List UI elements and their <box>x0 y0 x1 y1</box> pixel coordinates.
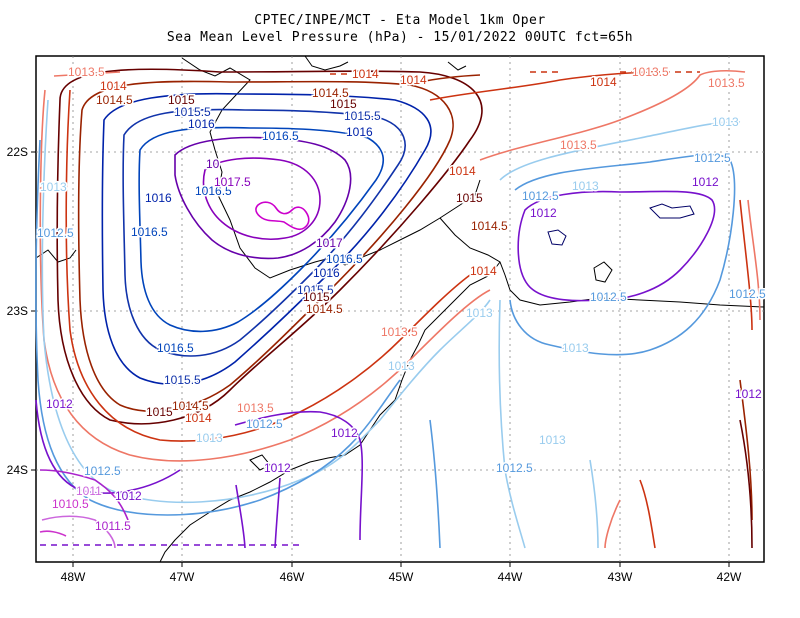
isobar-label: 1012 <box>331 426 358 440</box>
y-tick-label: 23S <box>7 304 28 318</box>
isobar-label: 1011 <box>76 484 102 498</box>
isobar-label: 10 <box>206 157 220 171</box>
isobar-label: 1012.5 <box>496 461 533 475</box>
graticule <box>36 56 764 562</box>
isobar-label: 1012 <box>264 461 291 475</box>
isobar-label: 1010.5 <box>52 497 89 511</box>
y-tick-label: 24S <box>7 463 28 477</box>
isobar-label: 1014.5 <box>306 302 343 316</box>
isobar-label: 1011.5 <box>95 519 131 533</box>
isobar-label: 1015 <box>168 93 195 107</box>
isobar-label: 1014 <box>590 75 617 89</box>
isobar-label: 1012 <box>46 397 73 411</box>
isobar-label: 1014.5 <box>172 399 209 413</box>
isobar-label: 1012.5 <box>694 151 731 165</box>
isobar-label: 1014 <box>0 0 27 3</box>
x-tick-label: 48W <box>61 570 86 584</box>
isobar-label: 1014 <box>400 73 427 87</box>
isobar-label: 1013.5 <box>632 65 669 79</box>
axis-tick-labels: 48W 47W 46W 45W 44W 43W 42W 22S 23S 24S <box>7 145 742 584</box>
isobar-label: 1013 <box>388 359 415 373</box>
isobar-label: 1014 <box>470 264 497 278</box>
isobar-label: 1013 <box>539 433 566 447</box>
isobar-label: 1012.5 <box>84 464 121 478</box>
isobar-label: 1014.5 <box>471 219 508 233</box>
isobar-label: 1016.5 <box>195 184 232 198</box>
isobar-label: 1014.5 <box>96 93 133 107</box>
isobar-label: 1013 <box>562 341 589 355</box>
isobar-label: 1016.5 <box>326 252 363 266</box>
isobar-label: 1012.5 <box>590 290 627 304</box>
isobar-label: 1012 <box>692 175 719 189</box>
isobar-label: 1015 <box>456 191 483 205</box>
isobar-label: 1017 <box>316 236 343 250</box>
isobar-label: 1013.5 <box>708 76 745 90</box>
isobar-label: 1015 <box>303 290 330 304</box>
x-tick-label: 44W <box>498 570 523 584</box>
isobar-label: 1013 <box>712 115 739 129</box>
isobar-label: 1013.5 <box>560 138 597 152</box>
isobar-label: 1012 <box>735 387 762 401</box>
isobars <box>35 68 761 549</box>
x-tick-label: 46W <box>280 570 305 584</box>
isobar-label: 1014 <box>100 79 127 93</box>
isobar-label: 1012 <box>0 0 27 3</box>
x-tick-label: 43W <box>608 570 633 584</box>
map-subtitle: Sea Mean Level Pressure (hPa) - 15/01/20… <box>166 30 634 45</box>
isobar-label: 1014 <box>449 164 476 178</box>
isobar-label: 1013 <box>572 179 599 193</box>
isobar-label: 1012 <box>530 206 557 220</box>
x-tick-label: 47W <box>170 570 195 584</box>
isobar-label: 1013 <box>466 306 493 320</box>
isobar-label: 1016 <box>188 117 215 131</box>
isobar-label: 1016.5 <box>131 225 168 239</box>
isobar-label: 1012 <box>0 0 27 3</box>
isobar-label: 1012.5 <box>729 287 766 301</box>
x-tick-label: 45W <box>389 570 414 584</box>
isobar-label: 1015.5 <box>344 109 381 123</box>
y-tick-label: 22S <box>7 145 28 159</box>
tick-marks <box>31 151 730 567</box>
x-tick-label: 42W <box>717 570 742 584</box>
isobar-label: 1015.5 <box>174 105 211 119</box>
isobar-label: 1016.5 <box>157 341 194 355</box>
isobar-label: 1016 <box>313 266 340 280</box>
isobar-label: 1017.5 <box>214 175 251 189</box>
isobar-label: 1015.5 <box>164 373 201 387</box>
isobar-label: 1015 <box>330 97 357 111</box>
isobar-label: 1012.5 <box>37 226 74 240</box>
isobar-label: 1014 <box>185 411 212 425</box>
isobar-label: 1014. <box>0 0 30 3</box>
isobar-label: 1013 <box>40 180 67 194</box>
isobar-label: 1014.5 <box>312 86 349 100</box>
map-title: CPTEC/INPE/MCT - Eta Model 1km Oper <box>254 13 546 28</box>
isobar-label: 1015.5 <box>297 283 334 297</box>
isobar-label: 1013.5 <box>68 65 105 79</box>
isobar-label: 1012 <box>115 489 142 503</box>
isobar-label: 1013.5 <box>381 325 418 339</box>
isobar-label: 1012.5 <box>246 417 283 431</box>
isobar-label: 1016 <box>145 191 172 205</box>
isobar-label: 1012.5 <box>522 189 559 203</box>
isobar-label: 1016.5 <box>262 129 299 143</box>
isobar-label: 1014 <box>352 67 379 81</box>
isobar-label: 1013 <box>196 431 223 445</box>
isobar-label: 1015 <box>146 405 173 419</box>
isobar-label: 1016 <box>346 125 373 139</box>
isobar-label: 1013.5 <box>237 401 274 415</box>
